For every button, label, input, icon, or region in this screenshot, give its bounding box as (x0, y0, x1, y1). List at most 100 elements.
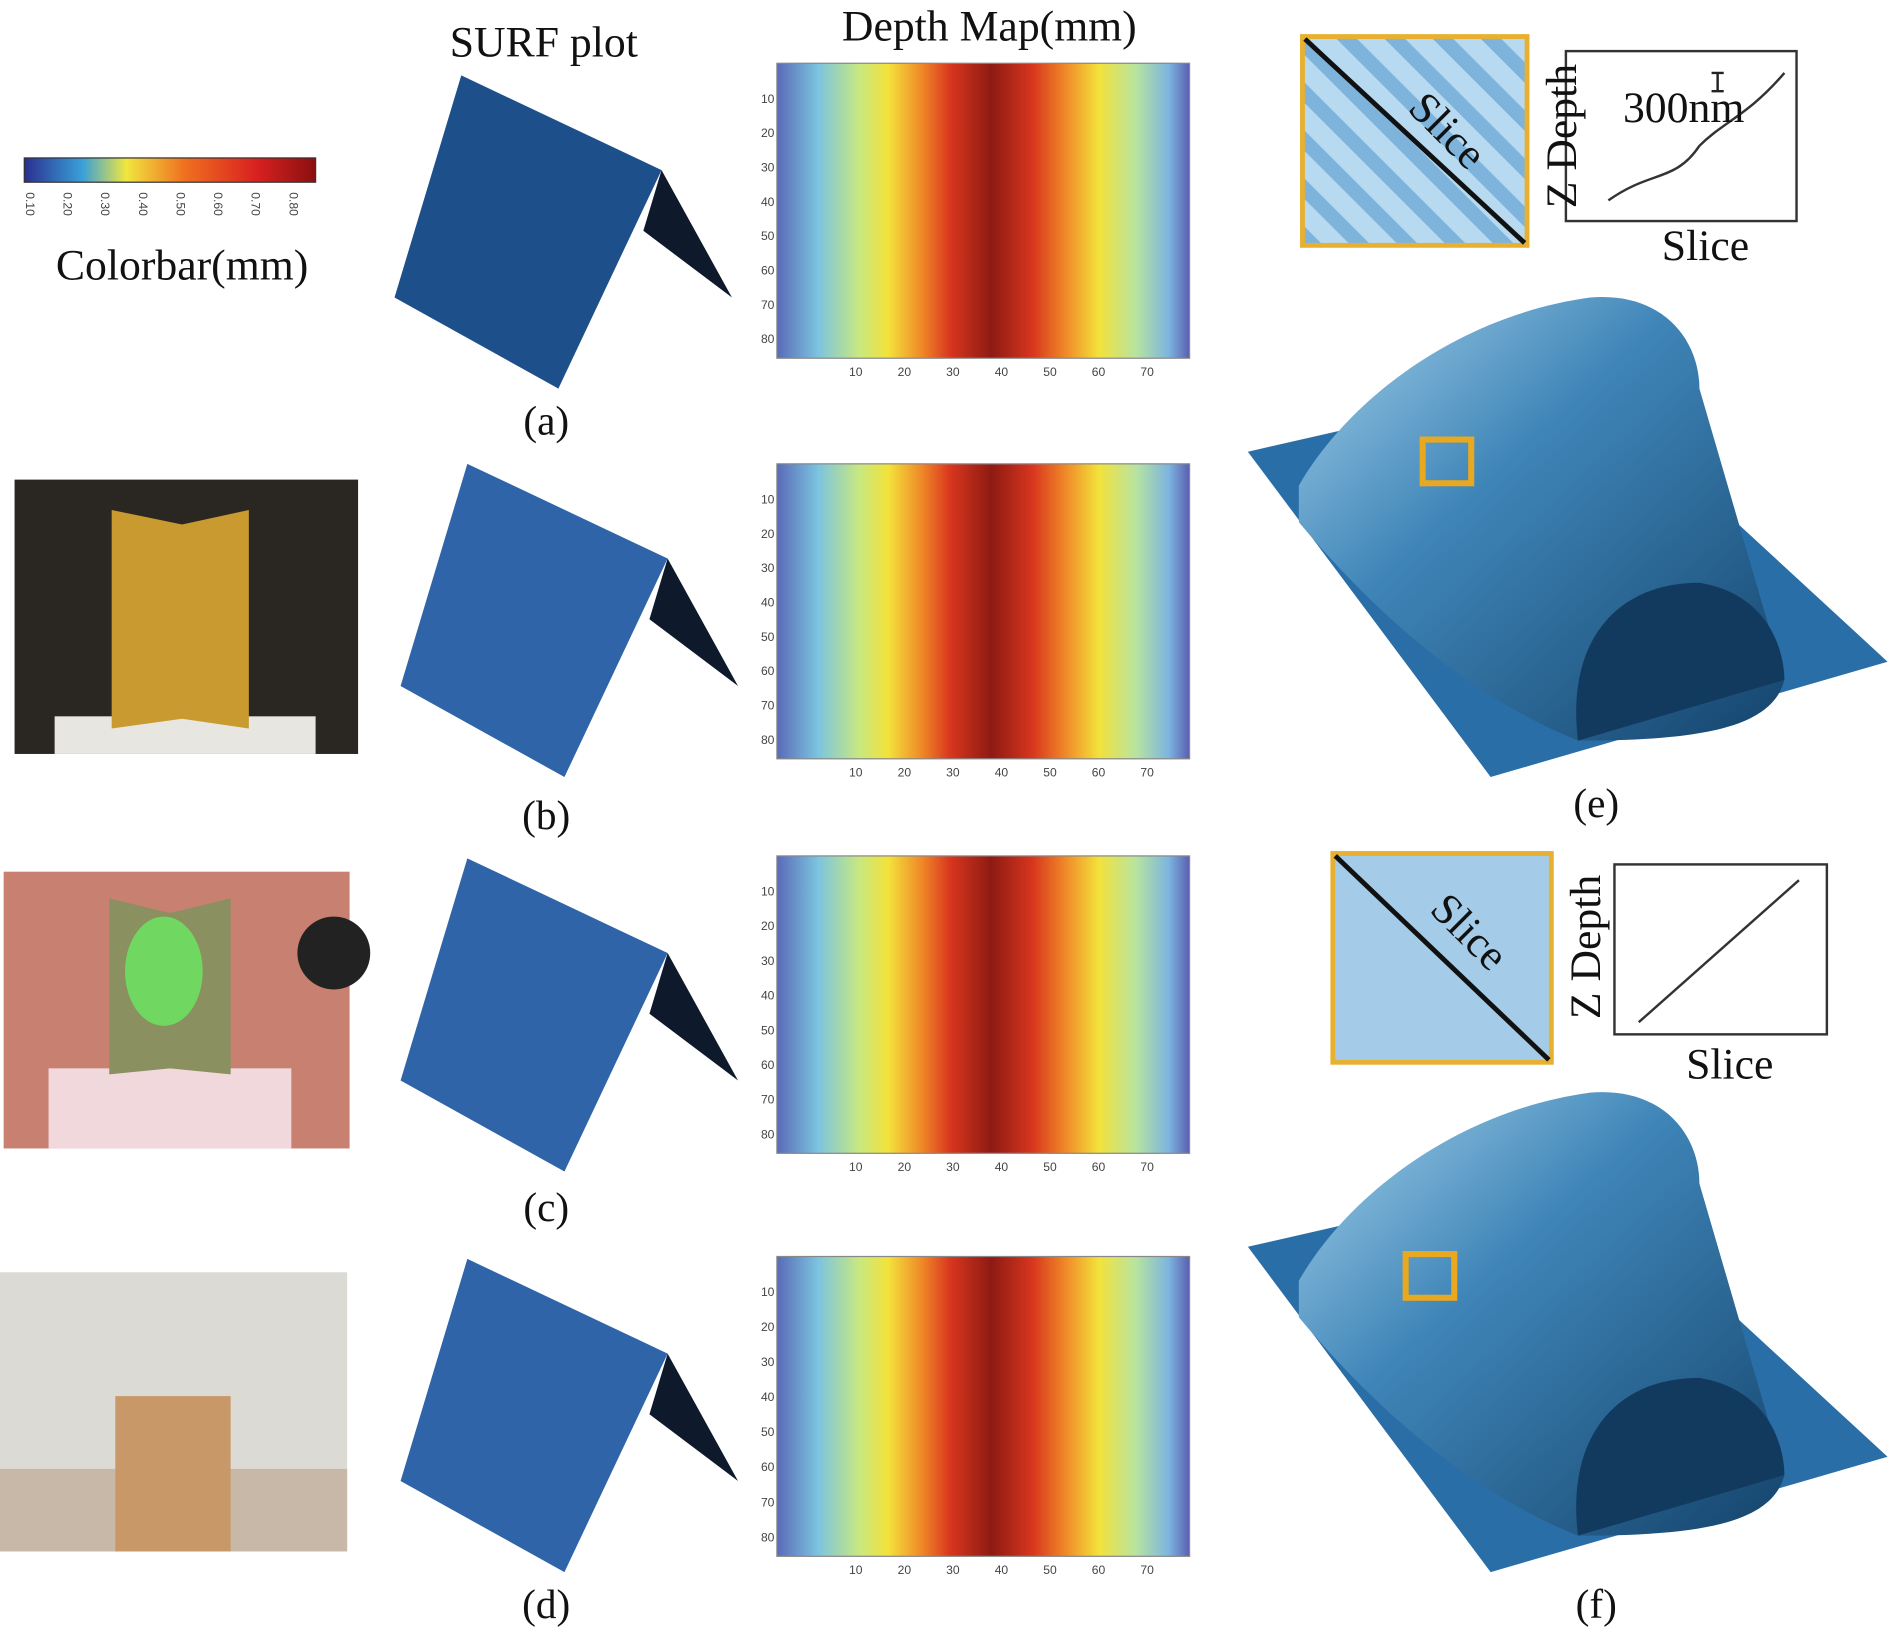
depth-ytick: 60 (761, 1058, 775, 1072)
depth-xtick: 70 (1140, 1563, 1154, 1577)
depth-ytick: 60 (761, 264, 775, 278)
dome-render: (e) (1247, 297, 1888, 827)
depth-xtick: 50 (1043, 766, 1057, 780)
depth-ytick: 30 (761, 561, 775, 575)
depth-xtick: 20 (898, 365, 912, 379)
dome-render: (f) (1247, 1092, 1888, 1628)
depth-ytick: 40 (761, 195, 775, 209)
depth-ytick: 20 (761, 919, 775, 933)
depth-map (776, 1255, 1191, 1557)
colorbar-tick: 0.80 (286, 192, 300, 216)
colorbar-tick: 0.40 (136, 192, 150, 216)
depth-ytick: 70 (761, 1495, 775, 1509)
surf-header: SURF plot (450, 18, 638, 66)
surf-plot (400, 463, 739, 778)
panel-label: (d) (522, 1581, 570, 1628)
photo-d (0, 1272, 348, 1552)
depth-xtick: 20 (898, 1160, 912, 1174)
depth-ytick: 80 (761, 332, 775, 346)
depth-ytick: 10 (761, 492, 775, 506)
depth-xtick: 10 (849, 1563, 863, 1577)
inset-x-label: Slice (1686, 1040, 1773, 1088)
colorbar-tick: 0.20 (61, 192, 75, 216)
depth-ytick: 10 (761, 92, 775, 106)
panel-label: (f) (1576, 1581, 1617, 1628)
depth-ytick: 50 (761, 630, 775, 644)
depth-xtick: 50 (1043, 1160, 1057, 1174)
depth-xtick: 40 (995, 766, 1009, 780)
depth-xtick: 70 (1140, 766, 1154, 780)
depth-ytick: 80 (761, 1127, 775, 1141)
depth-map (776, 62, 1191, 359)
depth-xtick: 10 (849, 365, 863, 379)
photo-c (3, 871, 371, 1149)
depth-ytick: 70 (761, 1093, 775, 1107)
depth-map (776, 463, 1191, 760)
depth-xtick: 60 (1092, 766, 1106, 780)
depth-ytick: 50 (761, 1425, 775, 1439)
colorbar-tick: 0.50 (173, 192, 187, 216)
depth-ytick: 40 (761, 595, 775, 609)
surf-side (649, 1353, 739, 1482)
photo-b (14, 479, 359, 754)
inset-z-label: Z Depth (1538, 64, 1586, 209)
colorbar-tick: 0.10 (23, 192, 37, 216)
depth-xtick: 10 (849, 766, 863, 780)
depth-ytick: 30 (761, 1355, 775, 1369)
depth-xtick: 30 (946, 766, 960, 780)
depth-ytick: 50 (761, 229, 775, 243)
depth-xtick: 30 (946, 365, 960, 379)
surf-face (400, 858, 668, 1172)
depth-ytick: 60 (761, 1460, 775, 1474)
surf-plot (400, 858, 739, 1172)
inset-f (1330, 851, 1829, 1065)
depth-xtick: 40 (995, 1563, 1009, 1577)
region-marker (1419, 436, 1475, 487)
depth-xtick: 10 (849, 1160, 863, 1174)
panel-label: (b) (522, 792, 570, 839)
depth-ytick: 80 (761, 733, 775, 747)
surf-face (400, 463, 668, 778)
depth-xtick: 70 (1140, 1160, 1154, 1174)
colorbar-tick: 0.70 (249, 192, 263, 216)
depth-ytick: 40 (761, 989, 775, 1003)
depth-xtick: 40 (995, 1160, 1009, 1174)
surf-side (649, 953, 739, 1081)
depth-ytick: 70 (761, 698, 775, 712)
depth-header: Depth Map(mm) (842, 3, 1137, 51)
panel-label: (e) (1573, 780, 1619, 827)
surf-plot (394, 75, 732, 389)
depth-xtick: 50 (1043, 1563, 1057, 1577)
colorbar-label: Colorbar(mm) (56, 242, 308, 290)
depth-xtick: 20 (898, 766, 912, 780)
depth-ytick: 20 (761, 527, 775, 541)
surf-plot (400, 1258, 739, 1573)
colorbar (23, 157, 317, 183)
depth-xtick: 30 (946, 1563, 960, 1577)
depth-ytick: 10 (761, 1285, 775, 1299)
depth-xtick: 40 (995, 365, 1009, 379)
depth-xtick: 60 (1092, 1563, 1106, 1577)
colorbar-tick: 0.30 (98, 192, 112, 216)
depth-ytick: 50 (761, 1023, 775, 1037)
surf-side (643, 170, 732, 298)
surf-side (649, 558, 739, 686)
inset-e (1300, 34, 1798, 248)
depth-xtick: 60 (1092, 1160, 1106, 1174)
depth-xtick: 70 (1140, 365, 1154, 379)
surf-face (394, 75, 662, 389)
depth-ytick: 20 (761, 126, 775, 140)
dome-front (1576, 1377, 1785, 1536)
dome-front (1576, 582, 1785, 741)
inset-scale: 300nm (1623, 84, 1744, 132)
depth-ytick: 70 (761, 298, 775, 312)
depth-xtick: 50 (1043, 365, 1057, 379)
depth-xtick: 20 (898, 1563, 912, 1577)
depth-ytick: 40 (761, 1390, 775, 1404)
depth-map (776, 855, 1191, 1154)
depth-xtick: 60 (1092, 365, 1106, 379)
panel-label: (a) (523, 397, 569, 444)
colorbar-tick: 0.60 (211, 192, 225, 216)
